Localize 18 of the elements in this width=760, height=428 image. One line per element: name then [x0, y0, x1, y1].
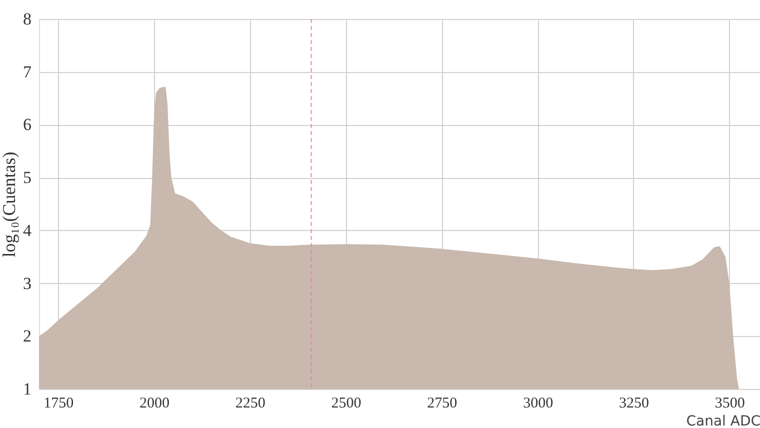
x-axis-title: Canal ADC	[686, 414, 760, 428]
y-tick-label: 2	[23, 326, 32, 346]
y-tick-label: 4	[23, 220, 32, 240]
x-tick-label: 2250	[235, 396, 266, 412]
x-tick-label: 2500	[331, 396, 362, 412]
y-tick-label: 1	[23, 380, 32, 398]
x-tick-label: 3250	[618, 396, 649, 412]
y-tick-label: 3	[23, 274, 32, 293]
x-tick-label: 3000	[523, 396, 554, 412]
x-tick-label: 1750	[44, 396, 74, 412]
x-tick-label: 2750	[427, 396, 458, 412]
x-tick-label: 3500	[714, 396, 745, 412]
y-tick-label: 5	[23, 168, 32, 188]
x-tick-label: 2000	[140, 396, 170, 412]
y-tick-label: 6	[23, 115, 32, 134]
y-tick-label: 7	[23, 62, 32, 82]
y-tick-label: 8	[23, 10, 32, 28]
y-axis-title: log₁₀(Cuentas)	[0, 152, 19, 258]
